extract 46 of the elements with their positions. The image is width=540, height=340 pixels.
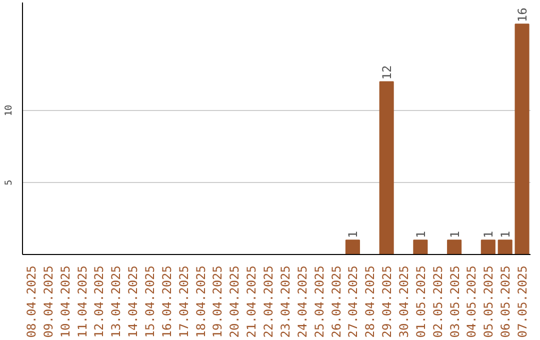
bar	[447, 240, 462, 254]
x-tick-label: 25.04.2025	[312, 265, 326, 338]
x-tick-label: 05.05.2025	[482, 265, 496, 338]
x-tick-label: 18.04.2025	[194, 265, 208, 338]
x-tick-label: 04.05.2025	[464, 265, 479, 338]
x-tick-label: 22.04.2025	[262, 265, 276, 338]
data-label: 1	[448, 230, 462, 238]
x-tick-label: 23.04.2025	[278, 265, 292, 338]
x-tick-label: 17.04.2025	[176, 265, 191, 338]
bar	[498, 240, 512, 254]
bar	[345, 240, 360, 254]
x-tick-label: 12.04.2025	[92, 265, 106, 338]
x-tick-label: 27.04.2025	[346, 265, 360, 338]
x-tick-label: 24.04.2025	[295, 265, 310, 338]
x-tick-label: 14.04.2025	[126, 265, 140, 338]
x-tick-label: 10.04.2025	[58, 265, 72, 338]
x-tick-label: 13.04.2025	[109, 265, 124, 338]
data-label: 1	[498, 230, 513, 238]
bar	[480, 240, 496, 254]
x-tick-label: 30.04.2025	[397, 265, 411, 338]
x-tick-label: 29.04.2025	[380, 265, 394, 338]
x-tick-label: 02.05.2025	[430, 265, 445, 338]
x-tick-label: 21.04.2025	[244, 265, 259, 338]
x-tick-label: 28.04.2025	[363, 265, 378, 338]
bar	[413, 240, 428, 254]
x-tick-label: 16.04.2025	[160, 265, 174, 338]
bar	[514, 24, 530, 254]
x-tick-label: 19.04.2025	[210, 265, 225, 338]
data-label: 1	[482, 230, 496, 238]
y-tick-label: 10	[4, 104, 14, 116]
data-label: 12	[380, 65, 394, 80]
bar	[379, 81, 394, 254]
x-tick-label: 15.04.2025	[143, 265, 157, 338]
data-label: 1	[346, 230, 360, 238]
data-label: 16	[516, 8, 530, 22]
x-tick-label: 03.05.2025	[448, 265, 462, 338]
x-tick-label: 07.05.2025	[516, 265, 530, 338]
x-tick-label: 09.04.2025	[41, 265, 56, 338]
x-tick-label: 08.04.2025	[24, 265, 38, 338]
x-tick-label: 20.04.2025	[228, 265, 242, 338]
data-label: 1	[414, 230, 428, 238]
y-tick-label: 5	[4, 180, 14, 186]
x-tick-label: 26.04.2025	[329, 265, 344, 338]
x-tick-label: 06.05.2025	[498, 265, 513, 338]
x-tick-label: 11.04.2025	[75, 265, 90, 338]
x-tick-label: 01.05.2025	[414, 265, 428, 338]
